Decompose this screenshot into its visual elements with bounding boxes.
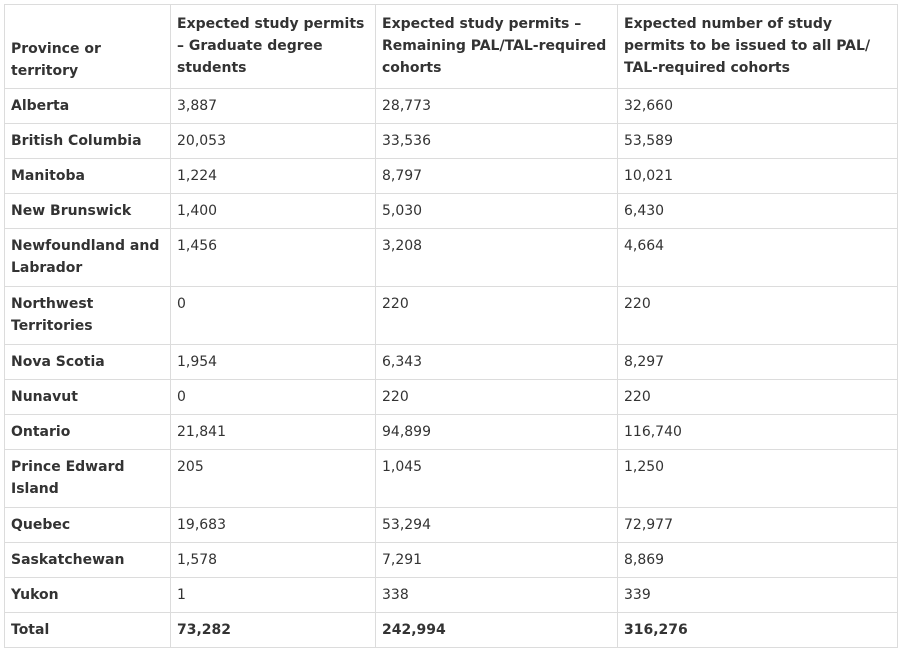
graduate-cell: 19,683 <box>170 507 376 543</box>
total-cell: 220 <box>617 286 898 345</box>
graduate-cell: 1,954 <box>170 344 376 380</box>
province-cell: British Columbia <box>4 123 171 159</box>
table-row: Alberta 3,887 28,773 32,660 <box>4 88 898 124</box>
graduate-cell: 1,456 <box>170 228 376 287</box>
table-row: Northwest Territories 0 220 220 <box>4 286 898 345</box>
total-cell: 10,021 <box>617 158 898 194</box>
total-cell: 339 <box>617 577 898 613</box>
remaining-cell: 5,030 <box>375 193 618 229</box>
remaining-cell: 7,291 <box>375 542 618 578</box>
total-cell: 53,589 <box>617 123 898 159</box>
remaining-cell: 1,045 <box>375 449 618 508</box>
remaining-cell: 8,797 <box>375 158 618 194</box>
graduate-cell: 0 <box>170 379 376 415</box>
graduate-cell: 20,053 <box>170 123 376 159</box>
total-label: Total <box>4 612 171 648</box>
table-row: Newfoundland and Labrador 1,456 3,208 4,… <box>4 228 898 287</box>
province-cell: Northwest Territories <box>4 286 171 345</box>
graduate-cell: 0 <box>170 286 376 345</box>
table-row: Nova Scotia 1,954 6,343 8,297 <box>4 344 898 380</box>
total-cell: 116,740 <box>617 414 898 450</box>
total-cell: 32,660 <box>617 88 898 124</box>
province-cell: Newfoundland and Labrador <box>4 228 171 287</box>
table-row: British Columbia 20,053 33,536 53,589 <box>4 123 898 159</box>
remaining-cell: 3,208 <box>375 228 618 287</box>
table-row: Manitoba 1,224 8,797 10,021 <box>4 158 898 194</box>
graduate-cell: 1,400 <box>170 193 376 229</box>
table-row: New Brunswick 1,400 5,030 6,430 <box>4 193 898 229</box>
remaining-cell: 33,536 <box>375 123 618 159</box>
total-total-cell: 316,276 <box>617 612 898 648</box>
table-header: Province or territory Expected study per… <box>4 4 898 89</box>
province-cell: Manitoba <box>4 158 171 194</box>
table-row: Saskatchewan 1,578 7,291 8,869 <box>4 542 898 578</box>
total-remaining-cell: 242,994 <box>375 612 618 648</box>
remaining-cell: 220 <box>375 379 618 415</box>
table-row: Quebec 19,683 53,294 72,977 <box>4 507 898 543</box>
total-cell: 220 <box>617 379 898 415</box>
province-cell: Nunavut <box>4 379 171 415</box>
province-cell: Yukon <box>4 577 171 613</box>
province-cell: Nova Scotia <box>4 344 171 380</box>
remaining-cell: 220 <box>375 286 618 345</box>
total-row: Total 73,282 242,994 316,276 <box>4 612 898 648</box>
total-cell: 72,977 <box>617 507 898 543</box>
study-permits-table-container: Province or territory Expected study per… <box>4 4 898 648</box>
province-cell: Ontario <box>4 414 171 450</box>
remaining-cell: 94,899 <box>375 414 618 450</box>
table-row: Prince Edward Island 205 1,045 1,250 <box>4 449 898 508</box>
header-province: Province or territory <box>4 4 171 89</box>
header-row: Province or territory Expected study per… <box>4 4 898 89</box>
graduate-cell: 3,887 <box>170 88 376 124</box>
province-cell: New Brunswick <box>4 193 171 229</box>
graduate-cell: 21,841 <box>170 414 376 450</box>
table-row: Yukon 1 338 339 <box>4 577 898 613</box>
table-row: Nunavut 0 220 220 <box>4 379 898 415</box>
study-permits-table: Province or territory Expected study per… <box>4 4 898 648</box>
table-row: Ontario 21,841 94,899 116,740 <box>4 414 898 450</box>
header-total: Expected number of study permits to be i… <box>617 4 898 89</box>
total-graduate-cell: 73,282 <box>170 612 376 648</box>
province-cell: Saskatchewan <box>4 542 171 578</box>
remaining-cell: 28,773 <box>375 88 618 124</box>
province-cell: Quebec <box>4 507 171 543</box>
graduate-cell: 1,224 <box>170 158 376 194</box>
remaining-cell: 53,294 <box>375 507 618 543</box>
graduate-cell: 1 <box>170 577 376 613</box>
header-graduate: Expected study permits – Graduate degree… <box>170 4 376 89</box>
header-remaining: Expected study permits – Remaining PAL/T… <box>375 4 618 89</box>
total-cell: 8,297 <box>617 344 898 380</box>
graduate-cell: 1,578 <box>170 542 376 578</box>
province-cell: Prince Edward Island <box>4 449 171 508</box>
total-cell: 6,430 <box>617 193 898 229</box>
province-cell: Alberta <box>4 88 171 124</box>
graduate-cell: 205 <box>170 449 376 508</box>
total-cell: 4,664 <box>617 228 898 287</box>
total-cell: 8,869 <box>617 542 898 578</box>
table-body: Alberta 3,887 28,773 32,660 British Colu… <box>4 88 898 648</box>
total-cell: 1,250 <box>617 449 898 508</box>
remaining-cell: 6,343 <box>375 344 618 380</box>
remaining-cell: 338 <box>375 577 618 613</box>
